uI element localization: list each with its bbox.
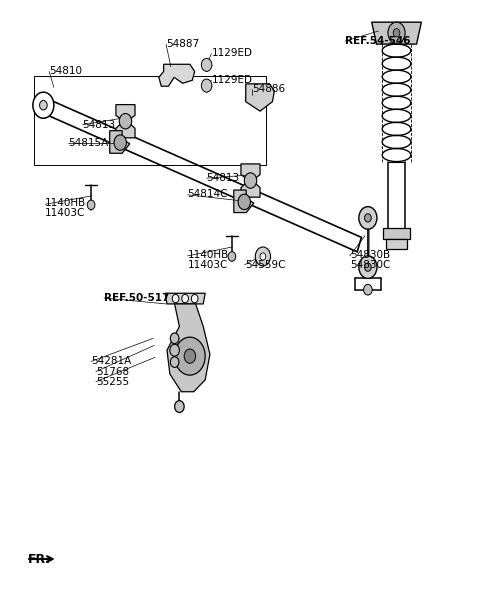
Circle shape [388,22,405,44]
Circle shape [175,337,205,375]
Circle shape [33,92,54,118]
Circle shape [172,294,179,303]
Circle shape [238,194,251,210]
Circle shape [364,284,372,295]
Polygon shape [241,164,260,197]
Text: 11403C: 11403C [188,260,228,270]
Text: 1140HB: 1140HB [45,198,86,208]
Circle shape [170,357,179,367]
Circle shape [201,58,212,72]
Text: 54813: 54813 [83,120,116,130]
Circle shape [228,252,236,261]
Text: 54887: 54887 [166,39,199,49]
Circle shape [201,79,212,92]
Text: 55255: 55255 [96,377,129,387]
Text: 54815A: 54815A [68,138,108,148]
Circle shape [170,344,180,356]
Polygon shape [159,64,195,86]
Circle shape [359,207,377,229]
Polygon shape [383,228,410,238]
Circle shape [244,173,257,188]
Circle shape [359,256,377,278]
Polygon shape [246,84,275,111]
Text: 1129ED: 1129ED [211,74,252,85]
Circle shape [175,401,184,412]
Circle shape [170,333,179,344]
Text: 54830B: 54830B [350,250,390,260]
Text: 54886: 54886 [252,83,285,94]
Circle shape [364,214,371,222]
Polygon shape [110,131,130,153]
Circle shape [119,113,132,129]
Circle shape [182,294,189,303]
Text: 54830C: 54830C [350,260,390,270]
Text: 54810: 54810 [49,66,82,76]
Text: REF.54-546: REF.54-546 [345,36,410,46]
Text: FR.: FR. [28,552,51,566]
Polygon shape [116,105,135,138]
Text: 54814C: 54814C [188,189,228,199]
Circle shape [255,247,271,266]
Circle shape [192,294,198,303]
Polygon shape [372,22,421,44]
Polygon shape [386,238,407,249]
Polygon shape [41,98,361,252]
Circle shape [393,29,400,37]
Text: 1129ED: 1129ED [211,48,252,58]
Text: 54281A: 54281A [91,356,132,367]
Circle shape [39,101,47,110]
Text: REF.50-517: REF.50-517 [104,293,169,303]
Polygon shape [167,304,210,392]
Text: 11403C: 11403C [45,207,85,218]
Polygon shape [234,190,254,213]
Text: 51768: 51768 [96,367,129,377]
Circle shape [260,253,266,260]
Circle shape [184,349,196,363]
Text: 54813: 54813 [206,173,240,182]
Circle shape [87,200,95,210]
Circle shape [364,263,371,271]
Circle shape [114,135,126,150]
Text: 54559C: 54559C [245,260,285,270]
Text: 1140HB: 1140HB [188,250,229,260]
Polygon shape [165,293,205,304]
